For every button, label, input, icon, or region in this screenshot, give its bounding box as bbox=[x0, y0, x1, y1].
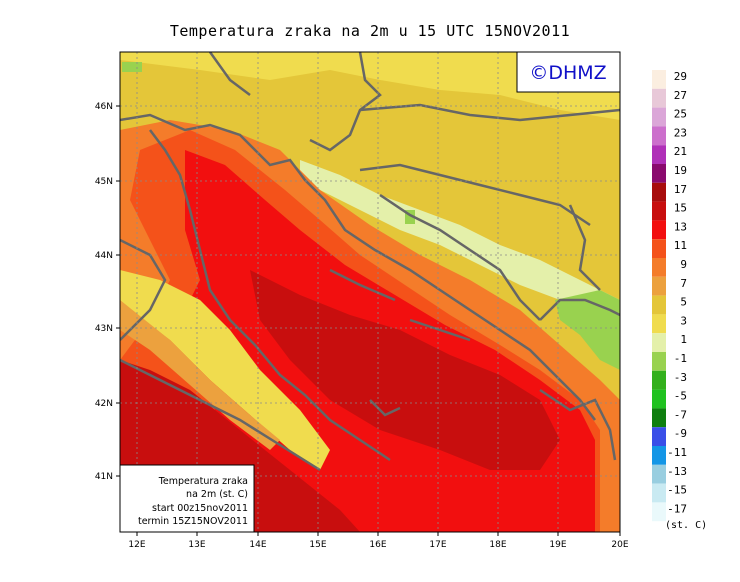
map-title: Temperatura zraka na 2m u 15 UTC 15NOV20… bbox=[169, 22, 571, 40]
lat-label: 45N bbox=[95, 177, 113, 187]
legend-label: 15 bbox=[674, 202, 687, 215]
legend-label: 27 bbox=[674, 89, 687, 102]
legend-swatch bbox=[652, 502, 666, 522]
plot-frame bbox=[119, 51, 621, 533]
legend-swatch bbox=[652, 446, 666, 465]
legend-label: 23 bbox=[674, 126, 687, 139]
legend-unit: (st. C) bbox=[665, 520, 707, 531]
lat-label: 46N bbox=[95, 102, 113, 112]
highland-band bbox=[300, 160, 620, 330]
legend-label: -5 bbox=[674, 390, 687, 403]
legend-swatch bbox=[652, 239, 666, 258]
italian-interior bbox=[120, 270, 330, 470]
axis-ticks bbox=[116, 105, 621, 536]
logo-box bbox=[516, 51, 621, 93]
legend-swatch bbox=[652, 333, 666, 352]
legend-swatch bbox=[652, 370, 666, 390]
legend-label: -13 bbox=[667, 465, 687, 478]
cold-highland-patch bbox=[555, 290, 620, 370]
legend-swatch bbox=[652, 182, 666, 202]
legend-label: 9 bbox=[680, 258, 687, 271]
legend-label: -11 bbox=[667, 446, 687, 459]
lon-label: 19E bbox=[549, 540, 566, 550]
legend-swatch bbox=[652, 276, 666, 296]
legend-swatch bbox=[652, 126, 666, 146]
legend-label: 3 bbox=[680, 314, 687, 327]
legend-swatch bbox=[652, 258, 666, 277]
legend-swatch bbox=[652, 314, 666, 334]
legend-swatch bbox=[652, 145, 666, 164]
legend-label: 17 bbox=[674, 183, 687, 196]
legend-label: -3 bbox=[674, 371, 687, 384]
legend-label: 11 bbox=[674, 239, 687, 252]
legend-swatch bbox=[652, 483, 666, 503]
legend-swatch bbox=[652, 352, 666, 371]
legend-label: 21 bbox=[674, 145, 687, 158]
legend-label: -17 bbox=[667, 502, 687, 515]
dhmz-logo: ©DHMZ bbox=[529, 62, 606, 84]
lat-label: 42N bbox=[95, 399, 113, 409]
info-line: na 2m (st. C) bbox=[186, 489, 248, 500]
legend-swatch bbox=[652, 389, 666, 409]
lon-label: 16E bbox=[369, 540, 386, 550]
alpine-cold-spot bbox=[122, 62, 142, 72]
info-line: start 00z15nov2011 bbox=[152, 503, 248, 514]
lon-label: 18E bbox=[489, 540, 506, 550]
legend-label: 1 bbox=[680, 333, 687, 346]
map-area bbox=[120, 52, 620, 532]
lon-label: 15E bbox=[309, 540, 326, 550]
lon-label: 14E bbox=[249, 540, 266, 550]
legend-label: 25 bbox=[674, 108, 687, 121]
sea-core-darkred bbox=[250, 270, 560, 470]
lon-label: 13E bbox=[188, 540, 205, 550]
coastlines-and-borders bbox=[120, 52, 620, 472]
graticule bbox=[120, 52, 620, 532]
info-line: termin 15Z15NOV2011 bbox=[138, 516, 248, 527]
inland-cold-spot bbox=[405, 210, 415, 224]
legend-label: -7 bbox=[674, 408, 687, 421]
legend-swatch bbox=[652, 88, 666, 108]
lon-label: 17E bbox=[429, 540, 446, 550]
lat-label: 44N bbox=[95, 251, 113, 261]
legend-label: 7 bbox=[680, 277, 687, 290]
lat-label: 41N bbox=[95, 472, 113, 482]
legend-label: -9 bbox=[674, 427, 687, 440]
lon-label: 12E bbox=[128, 540, 145, 550]
legend-label: -15 bbox=[667, 484, 687, 497]
legend-swatch bbox=[652, 408, 666, 428]
italian-slope bbox=[120, 300, 280, 450]
legend-label: 29 bbox=[674, 70, 687, 83]
north-warm-band bbox=[120, 52, 620, 120]
legend-swatch bbox=[652, 427, 666, 446]
legend-label: 13 bbox=[674, 220, 687, 233]
lat-label: 43N bbox=[95, 324, 113, 334]
lon-label: 20E bbox=[611, 540, 628, 550]
legend-label: -1 bbox=[674, 352, 687, 365]
legend-swatch bbox=[652, 464, 666, 484]
legend-swatch bbox=[652, 295, 666, 315]
info-box bbox=[119, 464, 255, 533]
legend-label: 19 bbox=[674, 164, 687, 177]
color-legend: 29 27 25 23 21 19 17 15 13 11 9 7 5 3 1 -1 -3 -5 -7 -9 -11 -1… bbox=[652, 70, 687, 522]
info-line: Temperatura zraka bbox=[158, 476, 248, 487]
legend-swatch bbox=[652, 201, 666, 221]
legend-label: 5 bbox=[680, 296, 687, 309]
legend-swatch bbox=[652, 164, 666, 183]
legend-swatch bbox=[652, 70, 666, 89]
legend-swatch bbox=[652, 107, 666, 127]
legend-swatch bbox=[652, 220, 666, 240]
